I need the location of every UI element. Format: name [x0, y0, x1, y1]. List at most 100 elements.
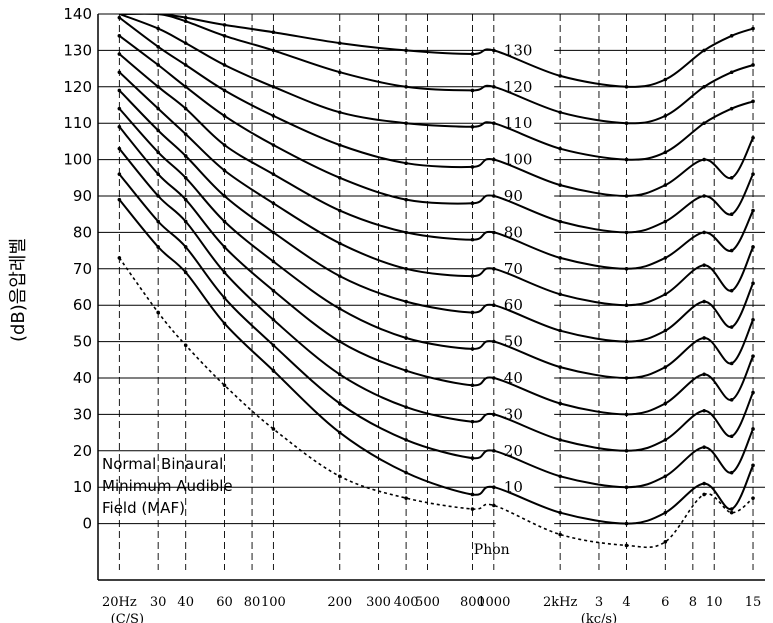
data-point: [156, 106, 160, 111]
data-point: [271, 317, 276, 322]
data-point: [404, 267, 408, 271]
data-point: [624, 157, 629, 162]
data-point: [751, 63, 755, 67]
data-point: [337, 176, 342, 180]
data-point: [663, 474, 668, 479]
data-point: [702, 481, 706, 486]
data-point: [183, 63, 188, 67]
data-point: [729, 34, 734, 38]
data-point: [156, 310, 160, 315]
data-point: [702, 336, 706, 340]
maf-annotation-line: Minimum Audible: [102, 477, 233, 495]
phon-label: 130: [504, 41, 533, 59]
data-point: [337, 339, 342, 344]
phon-curve-10: [118, 198, 754, 525]
data-point: [751, 245, 755, 249]
x-unit-low: (C/S): [111, 612, 144, 623]
phon-label: 40: [504, 369, 523, 387]
x-tick-label: 100: [261, 595, 286, 610]
phon-label: 70: [504, 260, 523, 278]
data-point: [558, 292, 562, 297]
data-point: [558, 219, 562, 224]
data-point: [702, 372, 706, 377]
data-point: [183, 41, 188, 45]
data-point: [222, 296, 227, 300]
data-point: [558, 532, 562, 537]
data-point: [702, 194, 706, 198]
data-point: [492, 157, 496, 162]
data-point: [222, 194, 227, 198]
x-tick-label: 4: [622, 595, 630, 610]
data-point: [624, 303, 629, 308]
data-point: [558, 328, 562, 333]
data-point: [183, 132, 188, 136]
data-point: [404, 336, 408, 340]
data-point: [624, 121, 629, 125]
phon-label: 60: [504, 296, 523, 314]
data-point: [624, 449, 629, 453]
x-tick-label: 300: [366, 595, 391, 610]
phon-curve-40: [118, 126, 754, 416]
data-point: [624, 267, 629, 271]
data-point: [337, 143, 342, 147]
data-point: [729, 434, 734, 439]
data-point: [470, 274, 475, 278]
data-point: [751, 427, 755, 431]
data-point: [117, 88, 122, 93]
data-point: [117, 106, 122, 111]
data-point: [337, 372, 342, 377]
data-point: [156, 219, 160, 224]
data-point: [558, 110, 562, 115]
data-point: [702, 492, 706, 497]
data-point: [222, 143, 227, 147]
data-point: [222, 114, 227, 118]
data-point: [492, 449, 496, 453]
x-tick-label: 200: [327, 595, 352, 610]
data-point: [337, 274, 342, 278]
data-point: [222, 321, 227, 326]
data-point: [117, 125, 122, 129]
data-point: [183, 343, 188, 348]
data-point: [558, 510, 562, 515]
data-point: [729, 325, 734, 329]
data-point: [558, 438, 562, 442]
data-point: [492, 303, 496, 308]
data-point: [492, 503, 496, 508]
data-point: [663, 183, 668, 187]
phon-label: 30: [504, 405, 523, 423]
phon-curve-60: [118, 89, 754, 343]
data-point: [117, 52, 122, 56]
data-point: [558, 74, 562, 78]
x-tick-label: 6: [661, 595, 669, 610]
data-point: [663, 540, 668, 544]
data-point: [751, 281, 755, 286]
data-point: [492, 339, 496, 344]
y-tick-label: 10: [73, 478, 92, 496]
data-point: [117, 172, 122, 176]
phon-curve-20: [118, 173, 754, 489]
phon-label: 20: [504, 442, 523, 460]
phon-curve-120: [119, 14, 754, 125]
data-point: [404, 496, 408, 500]
data-point: [751, 172, 755, 176]
data-point: [183, 15, 188, 20]
data-point: [271, 85, 276, 89]
data-point: [337, 41, 342, 45]
data-point: [470, 165, 475, 169]
data-point: [117, 256, 122, 260]
data-point: [271, 230, 276, 235]
y-tick-label: 0: [82, 515, 92, 533]
x-unit-high: (kc/s): [581, 612, 617, 623]
x-tick-label: 10: [706, 595, 723, 610]
data-point: [117, 70, 122, 75]
y-tick-label: 80: [73, 223, 92, 241]
data-point: [156, 194, 160, 198]
data-point: [470, 456, 475, 460]
data-point: [156, 128, 160, 133]
phon-unit-label: Phon: [474, 542, 510, 558]
data-point: [222, 168, 227, 173]
x-tick-label: 8: [689, 595, 697, 610]
data-point: [271, 259, 276, 264]
data-point: [222, 270, 227, 275]
data-point: [183, 154, 188, 158]
